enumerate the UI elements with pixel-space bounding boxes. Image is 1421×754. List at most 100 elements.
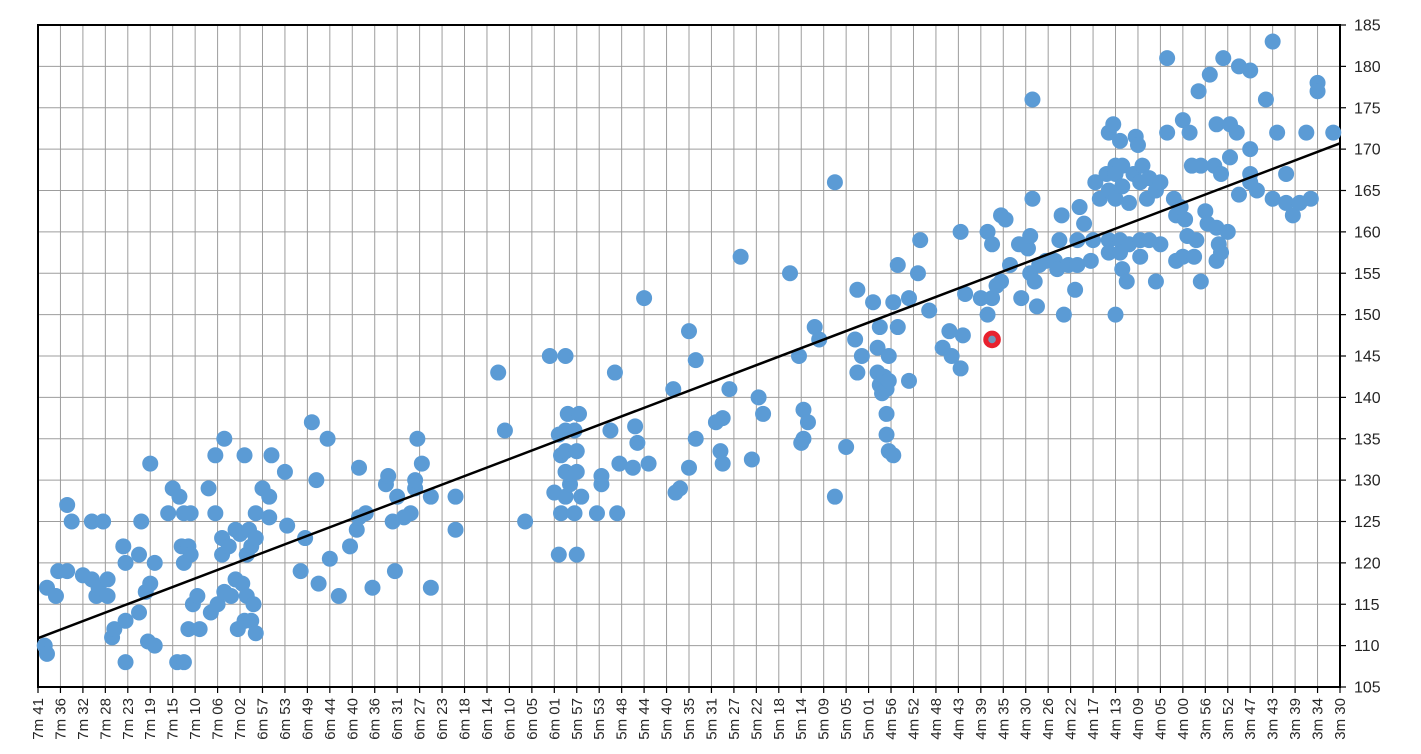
x-tick-label: 5m 40 <box>659 698 676 740</box>
data-point <box>59 563 76 580</box>
x-tick-label: 4m 22 <box>1063 698 1080 740</box>
data-point <box>568 546 585 563</box>
data-point <box>629 434 646 451</box>
data-point <box>957 285 974 302</box>
x-tick-label: 5m 35 <box>681 698 698 740</box>
data-point <box>133 513 150 530</box>
x-tick-label: 6m 27 <box>412 698 429 740</box>
data-point <box>348 521 365 538</box>
x-tick-label: 5m 53 <box>591 698 608 740</box>
data-point <box>553 505 570 522</box>
data-point <box>714 410 731 427</box>
data-point <box>1208 116 1225 133</box>
data-point <box>1120 194 1137 211</box>
x-tick-label: 4m 00 <box>1175 698 1192 740</box>
data-point <box>1213 244 1230 261</box>
data-point <box>550 546 567 563</box>
data-point <box>952 223 969 240</box>
x-tick-label: 5m 14 <box>793 698 810 740</box>
data-point <box>880 348 897 364</box>
data-point <box>721 381 738 398</box>
x-tick-label: 6m 18 <box>457 698 474 740</box>
data-point <box>59 496 76 513</box>
data-point <box>732 248 749 265</box>
data-point <box>1114 157 1131 174</box>
data-point <box>1114 261 1131 278</box>
x-tick-label: 4m 30 <box>1018 698 1035 740</box>
data-point <box>261 509 278 526</box>
data-point <box>566 505 583 522</box>
x-tick-label: 5m 09 <box>816 698 833 740</box>
data-point <box>602 422 619 439</box>
data-point <box>422 488 439 505</box>
data-point <box>146 637 163 654</box>
data-point <box>117 554 134 571</box>
x-tick-label: 3m 52 <box>1220 698 1237 740</box>
data-point <box>687 430 704 447</box>
data-point <box>1024 91 1041 108</box>
data-point <box>95 513 112 530</box>
x-tick-label: 3m 56 <box>1197 698 1214 740</box>
x-tick-label: 3m 30 <box>1332 698 1349 740</box>
data-point <box>795 401 812 418</box>
data-point <box>1284 207 1301 224</box>
data-point <box>880 372 897 389</box>
data-point <box>63 513 80 530</box>
y-tick-label: 125 <box>1354 514 1381 531</box>
data-point <box>1024 190 1041 207</box>
data-point <box>1152 236 1169 253</box>
data-point <box>245 596 262 613</box>
data-point <box>712 443 729 460</box>
x-tick-label: 3m 43 <box>1265 698 1282 740</box>
data-point <box>1076 215 1093 232</box>
data-point <box>496 422 513 439</box>
y-tick-label: 130 <box>1354 473 1381 490</box>
data-point <box>900 372 917 389</box>
data-point <box>954 327 971 344</box>
x-tick-label: 4m 05 <box>1152 698 1169 740</box>
data-point <box>743 451 760 468</box>
data-point <box>1105 116 1122 133</box>
data-point <box>1107 306 1124 323</box>
data-point <box>849 364 866 381</box>
data-point <box>386 563 403 580</box>
trend-line <box>37 142 1341 640</box>
x-tick-label: 6m 36 <box>367 698 384 740</box>
data-point <box>885 294 902 311</box>
data-point <box>609 505 626 522</box>
data-point <box>1302 190 1319 207</box>
x-tick-label: 7m 32 <box>75 698 92 740</box>
data-point <box>1213 165 1230 182</box>
data-point <box>557 488 574 505</box>
data-point <box>1278 165 1295 182</box>
data-point <box>568 443 585 460</box>
data-point <box>182 505 199 522</box>
data-point <box>1107 190 1124 207</box>
data-point <box>1129 136 1146 153</box>
y-tick-label: 160 <box>1354 224 1381 241</box>
x-tick-label: 6m 14 <box>479 698 496 740</box>
data-point <box>624 459 641 476</box>
data-point <box>1087 174 1104 191</box>
data-point <box>665 381 682 398</box>
data-point <box>853 348 870 364</box>
data-point <box>1118 273 1135 290</box>
data-point <box>1298 124 1315 141</box>
data-point <box>1114 178 1131 195</box>
data-point <box>380 467 397 484</box>
y-tick-label: 175 <box>1354 100 1381 117</box>
data-point <box>889 256 906 273</box>
data-point <box>557 348 574 364</box>
x-tick-label: 5m 05 <box>838 698 855 740</box>
data-point <box>593 467 610 484</box>
data-point <box>1112 132 1129 149</box>
data-point <box>1192 273 1209 290</box>
data-point <box>319 430 336 447</box>
x-tick-label: 6m 44 <box>322 698 339 740</box>
data-point <box>220 538 237 555</box>
data-point <box>847 331 864 348</box>
data-point <box>568 463 585 480</box>
data-point <box>160 505 177 522</box>
